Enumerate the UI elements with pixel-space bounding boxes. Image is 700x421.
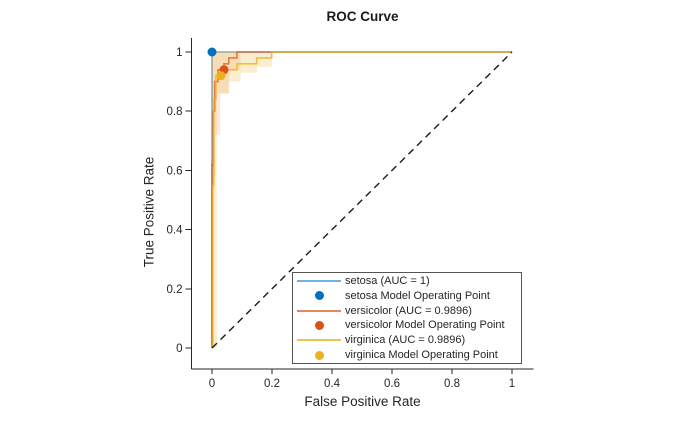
y-tick-label: 0.6 [167, 165, 183, 177]
x-tick-label: 0.4 [324, 378, 341, 390]
legend-label: virginica (AUC = 0.9896) [345, 334, 466, 347]
legend-item-versicolor-operating-point: versicolor Model Operating Point [293, 318, 521, 332]
y-axis-label: True Positive Rate [141, 156, 157, 268]
operating-point-marker-setosa [207, 47, 217, 57]
confidence-band-virginica [228, 52, 241, 82]
legend-marker-swatch-versicolor [297, 320, 341, 330]
x-tick-label: 1 [509, 378, 515, 390]
legend-line-swatch-versicolor [297, 309, 341, 312]
legend-label: virginica Model Operating Point [345, 349, 498, 362]
confidence-band-versicolor [215, 52, 221, 135]
legend-item-versicolor-curve: versicolor (AUC = 0.9896) [293, 304, 521, 318]
y-tick-label: 1 [176, 47, 182, 59]
y-tick-label: 0.2 [167, 284, 183, 296]
legend: setosa (AUC = 1) setosa Model Operating … [292, 272, 522, 364]
legend-label: setosa Model Operating Point [345, 289, 490, 302]
legend-item-setosa-curve: setosa (AUC = 1) [293, 274, 521, 288]
legend-line-swatch-setosa [297, 279, 341, 282]
confidence-band-virginica [240, 52, 257, 73]
chart-title: ROC Curve [326, 9, 399, 24]
operating-point-marker-virginica [216, 71, 226, 81]
x-tick-label: 0.2 [264, 378, 280, 390]
reference-diagonal-line [211, 51, 513, 349]
legend-marker-swatch-setosa [297, 291, 341, 301]
legend-label: setosa (AUC = 1) [345, 274, 430, 287]
y-tick-label: 0 [176, 343, 182, 355]
legend-item-setosa-operating-point: setosa Model Operating Point [293, 289, 521, 303]
x-tick-label: 0.6 [384, 378, 400, 390]
confidence-band-virginica [212, 52, 217, 348]
y-tick-label: 0.8 [167, 106, 183, 118]
x-tick-label: 0.8 [444, 378, 460, 390]
legend-line-swatch-virginica [297, 339, 341, 342]
confidence-band-versicolor [229, 52, 241, 70]
legend-item-virginica-curve: virginica (AUC = 0.9896) [293, 333, 521, 347]
confidence-band-virginica [257, 52, 272, 67]
legend-label: versicolor (AUC = 0.9896) [345, 304, 472, 317]
y-tick-label: 0.4 [167, 225, 184, 237]
legend-label: versicolor Model Operating Point [345, 319, 505, 332]
legend-marker-swatch-virginica [297, 350, 341, 360]
legend-item-virginica-operating-point: virginica Model Operating Point [293, 348, 521, 362]
x-axis-label: False Positive Rate [304, 394, 421, 409]
x-tick-label: 0 [209, 378, 215, 390]
